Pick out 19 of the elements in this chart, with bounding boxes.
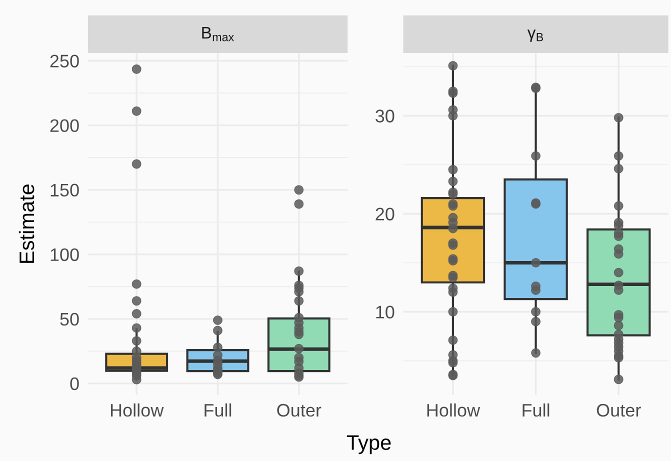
y-tick-label: 30 [376, 110, 394, 122]
x-tick-label: Hollow [110, 403, 164, 417]
x-tick-label: Hollow [427, 403, 480, 417]
x-tick-label: Full [204, 403, 232, 417]
x-tick-label: Outer [277, 404, 322, 417]
y-tick-label: 50 [60, 312, 79, 326]
y-tick-label: 100 [50, 248, 79, 262]
x-tick-label: Full [522, 403, 550, 417]
chart-title: γ$_{B}$ [527, 30, 544, 42]
x-axis-title: Type [346, 435, 391, 454]
chart-title: B$_{max}$ [202, 27, 234, 42]
y-tick-label: 150 [50, 184, 79, 197]
y-axis-title: Estimate [18, 184, 34, 263]
y-tick-label: 250 [50, 54, 79, 68]
x-tick-label: Outer [596, 404, 641, 417]
y-tick-label: 20 [376, 208, 394, 220]
y-tick-label: 0 [70, 377, 79, 390]
y-tick-label: 200 [50, 119, 79, 132]
y-tick-label: 10 [376, 306, 394, 318]
